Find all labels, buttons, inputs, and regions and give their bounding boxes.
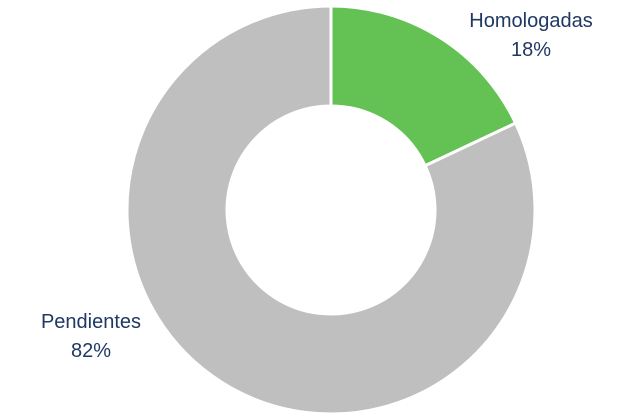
slice-label-pendientes: Pendientes 82%: [41, 311, 141, 362]
slice-pendientes: [125, 4, 537, 416]
slice-label-homologadas-name: Homologadas: [469, 10, 592, 32]
slice-label-pendientes-percent: 82%: [71, 340, 111, 362]
slice-label-homologadas-percent: 18%: [511, 39, 551, 61]
slice-label-homologadas: Homologadas 18%: [469, 10, 592, 61]
slice-homologadas: [329, 4, 518, 168]
slice-label-pendientes-name: Pendientes: [41, 311, 141, 333]
donut-slices: [125, 4, 537, 416]
